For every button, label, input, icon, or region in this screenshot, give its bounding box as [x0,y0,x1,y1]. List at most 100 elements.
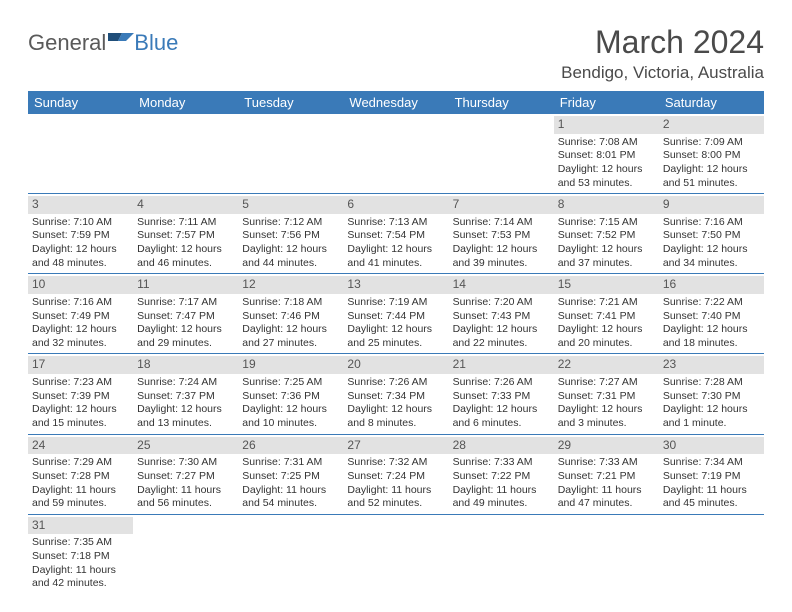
calendar-day-cell: 17Sunrise: 7:23 AMSunset: 7:39 PMDayligh… [28,354,133,434]
sunset-label: Sunset: 7:44 PM [347,310,444,324]
sunrise-label: Sunrise: 7:35 AM [32,536,129,550]
sunset-label: Sunset: 7:34 PM [347,390,444,404]
day-number: 17 [28,356,133,374]
daylight2-label: and 39 minutes. [453,257,550,271]
daylight2-label: and 41 minutes. [347,257,444,271]
sunrise-label: Sunrise: 7:22 AM [663,296,760,310]
sunrise-label: Sunrise: 7:17 AM [137,296,234,310]
day-number: 12 [238,276,343,294]
sunrise-label: Sunrise: 7:23 AM [32,376,129,390]
day-number: 6 [343,196,448,214]
sunrise-label: Sunrise: 7:19 AM [347,296,444,310]
daylight1-label: Daylight: 12 hours [558,163,655,177]
calendar-day-cell: 25Sunrise: 7:30 AMSunset: 7:27 PMDayligh… [133,434,238,514]
calendar-body: 1Sunrise: 7:08 AMSunset: 8:01 PMDaylight… [28,114,764,594]
day-number: 31 [28,517,133,535]
header: General Blue March 2024 Bendigo, Victori… [28,24,764,83]
calendar-week-row: 17Sunrise: 7:23 AMSunset: 7:39 PMDayligh… [28,354,764,434]
calendar-day-cell [554,514,659,594]
daylight1-label: Daylight: 12 hours [453,323,550,337]
daylight2-label: and 8 minutes. [347,417,444,431]
calendar-day-cell: 1Sunrise: 7:08 AMSunset: 8:01 PMDaylight… [554,114,659,194]
daylight2-label: and 27 minutes. [242,337,339,351]
sunset-label: Sunset: 7:30 PM [663,390,760,404]
weekday-header: Thursday [449,91,554,114]
calendar-day-cell [238,514,343,594]
calendar-day-cell: 29Sunrise: 7:33 AMSunset: 7:21 PMDayligh… [554,434,659,514]
sunset-label: Sunset: 7:49 PM [32,310,129,324]
sunset-label: Sunset: 8:00 PM [663,149,760,163]
day-number: 21 [449,356,554,374]
sunset-label: Sunset: 7:25 PM [242,470,339,484]
sunrise-label: Sunrise: 7:15 AM [558,216,655,230]
daylight1-label: Daylight: 12 hours [32,323,129,337]
calendar-day-cell: 12Sunrise: 7:18 AMSunset: 7:46 PMDayligh… [238,274,343,354]
calendar-day-cell: 19Sunrise: 7:25 AMSunset: 7:36 PMDayligh… [238,354,343,434]
calendar-day-cell [449,514,554,594]
calendar-week-row: 31Sunrise: 7:35 AMSunset: 7:18 PMDayligh… [28,514,764,594]
sunrise-label: Sunrise: 7:25 AM [242,376,339,390]
daylight1-label: Daylight: 12 hours [242,243,339,257]
daylight2-label: and 56 minutes. [137,497,234,511]
sunrise-label: Sunrise: 7:21 AM [558,296,655,310]
daylight2-label: and 42 minutes. [32,577,129,591]
calendar-day-cell [133,114,238,194]
daylight2-label: and 59 minutes. [32,497,129,511]
sunset-label: Sunset: 7:22 PM [453,470,550,484]
daylight1-label: Daylight: 12 hours [137,403,234,417]
day-number: 16 [659,276,764,294]
sunrise-label: Sunrise: 7:26 AM [347,376,444,390]
sunset-label: Sunset: 7:50 PM [663,229,760,243]
day-number: 30 [659,437,764,455]
calendar-week-row: 3Sunrise: 7:10 AMSunset: 7:59 PMDaylight… [28,194,764,274]
sunrise-label: Sunrise: 7:33 AM [558,456,655,470]
sunrise-label: Sunrise: 7:31 AM [242,456,339,470]
daylight2-label: and 25 minutes. [347,337,444,351]
calendar-day-cell [238,114,343,194]
calendar-day-cell [28,114,133,194]
daylight2-label: and 22 minutes. [453,337,550,351]
calendar-day-cell: 8Sunrise: 7:15 AMSunset: 7:52 PMDaylight… [554,194,659,274]
sunrise-label: Sunrise: 7:27 AM [558,376,655,390]
location-label: Bendigo, Victoria, Australia [561,63,764,83]
sunset-label: Sunset: 7:21 PM [558,470,655,484]
calendar-day-cell: 7Sunrise: 7:14 AMSunset: 7:53 PMDaylight… [449,194,554,274]
day-number: 29 [554,437,659,455]
sunrise-label: Sunrise: 7:14 AM [453,216,550,230]
flag-icon [108,31,134,56]
daylight2-label: and 44 minutes. [242,257,339,271]
weekday-header: Wednesday [343,91,448,114]
calendar-day-cell: 13Sunrise: 7:19 AMSunset: 7:44 PMDayligh… [343,274,448,354]
sunset-label: Sunset: 7:28 PM [32,470,129,484]
title-block: March 2024 Bendigo, Victoria, Australia [561,24,764,83]
calendar-day-cell: 15Sunrise: 7:21 AMSunset: 7:41 PMDayligh… [554,274,659,354]
sunrise-label: Sunrise: 7:32 AM [347,456,444,470]
calendar-day-cell: 30Sunrise: 7:34 AMSunset: 7:19 PMDayligh… [659,434,764,514]
sunrise-label: Sunrise: 7:08 AM [558,136,655,150]
calendar-day-cell: 24Sunrise: 7:29 AMSunset: 7:28 PMDayligh… [28,434,133,514]
daylight1-label: Daylight: 12 hours [347,403,444,417]
sunrise-label: Sunrise: 7:34 AM [663,456,760,470]
sunset-label: Sunset: 7:33 PM [453,390,550,404]
calendar-day-cell: 2Sunrise: 7:09 AMSunset: 8:00 PMDaylight… [659,114,764,194]
calendar-week-row: 24Sunrise: 7:29 AMSunset: 7:28 PMDayligh… [28,434,764,514]
day-number: 5 [238,196,343,214]
daylight2-label: and 18 minutes. [663,337,760,351]
daylight1-label: Daylight: 12 hours [453,403,550,417]
calendar-week-row: 10Sunrise: 7:16 AMSunset: 7:49 PMDayligh… [28,274,764,354]
calendar-table: Sunday Monday Tuesday Wednesday Thursday… [28,91,764,594]
sunset-label: Sunset: 7:59 PM [32,229,129,243]
sunset-label: Sunset: 7:56 PM [242,229,339,243]
sunset-label: Sunset: 7:54 PM [347,229,444,243]
day-number: 27 [343,437,448,455]
sunset-label: Sunset: 8:01 PM [558,149,655,163]
calendar-day-cell [343,514,448,594]
daylight1-label: Daylight: 11 hours [663,484,760,498]
daylight1-label: Daylight: 12 hours [663,163,760,177]
daylight2-label: and 10 minutes. [242,417,339,431]
sunrise-label: Sunrise: 7:10 AM [32,216,129,230]
logo-text-general: General [28,30,106,56]
daylight1-label: Daylight: 12 hours [137,243,234,257]
logo: General Blue [28,30,178,56]
daylight1-label: Daylight: 12 hours [347,243,444,257]
